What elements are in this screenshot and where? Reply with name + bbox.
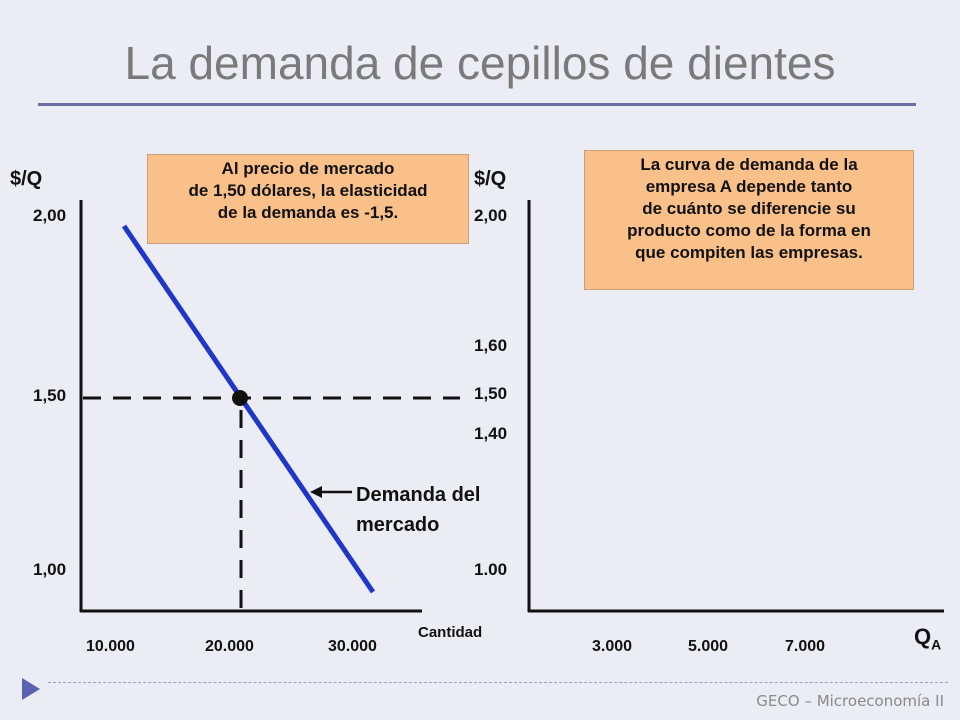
- right-x-tick-7000: 7.000: [785, 638, 826, 655]
- left-x-tick-20000: 20.000: [205, 638, 254, 655]
- right-y-tick-1-40: 1,40: [474, 424, 508, 443]
- left-y-tick-1-00: 1,00: [33, 560, 67, 579]
- right-x-tick-5000: 5.000: [688, 638, 729, 655]
- left-x-tick-30000: 30.000: [328, 638, 377, 655]
- equilibrium-point: [232, 390, 248, 406]
- left-note-line-3: de la demanda es -1,5.: [217, 203, 399, 222]
- right-note-line-1: La curva de demanda de la: [640, 155, 858, 174]
- footer-marker-icon: [22, 678, 40, 700]
- right-y-tick-1-60: 1,60: [474, 336, 508, 355]
- left-y-axis-label: $/Q: [10, 168, 43, 190]
- right-note-line-3: de cuánto se diferencie su: [642, 199, 856, 218]
- right-y-axis-label: $/Q: [474, 168, 507, 190]
- left-note-line-1: Al precio de mercado: [221, 159, 395, 178]
- footer-divider: [48, 682, 948, 683]
- left-note: Al precio de mercado de 1,50 dólares, la…: [147, 154, 469, 244]
- curve-pointer-arrowhead: [310, 486, 322, 498]
- slide-title: La demanda de cepillos de dientes: [124, 37, 836, 89]
- market-demand-curve: [121, 224, 376, 594]
- title-underline: [38, 103, 916, 106]
- right-x-tick-3000: 3.000: [592, 638, 633, 655]
- right-y-tick-2-00: 2,00: [474, 206, 508, 225]
- right-note-line-5: que compiten las empresas.: [635, 243, 863, 262]
- right-note: La curva de demanda de la empresa A depe…: [584, 150, 914, 290]
- left-y-tick-2-00: 2,00: [33, 206, 67, 225]
- right-x-axis-label: QA: [914, 624, 941, 652]
- right-x-axis-q: Q: [914, 624, 932, 649]
- left-x-tick-10000: 10.000: [86, 638, 135, 655]
- right-y-tick-1-50: 1,50: [474, 384, 508, 403]
- right-note-line-2: empresa A depende tanto: [645, 177, 853, 196]
- left-x-axis-label: Cantidad: [418, 624, 483, 641]
- left-y-tick-1-50: 1,50: [33, 386, 67, 405]
- curve-label-line-1: Demanda del: [356, 484, 481, 506]
- footer-course-label: GECO – Microeconomía II: [756, 692, 944, 710]
- right-note-line-4: producto como de la forma en: [627, 221, 871, 240]
- curve-label-line-2: mercado: [356, 514, 440, 536]
- right-y-tick-1-00: 1.00: [474, 560, 508, 579]
- left-note-line-2: de 1,50 dólares, la elasticidad: [188, 181, 428, 200]
- right-x-axis-subscript: A: [931, 636, 942, 653]
